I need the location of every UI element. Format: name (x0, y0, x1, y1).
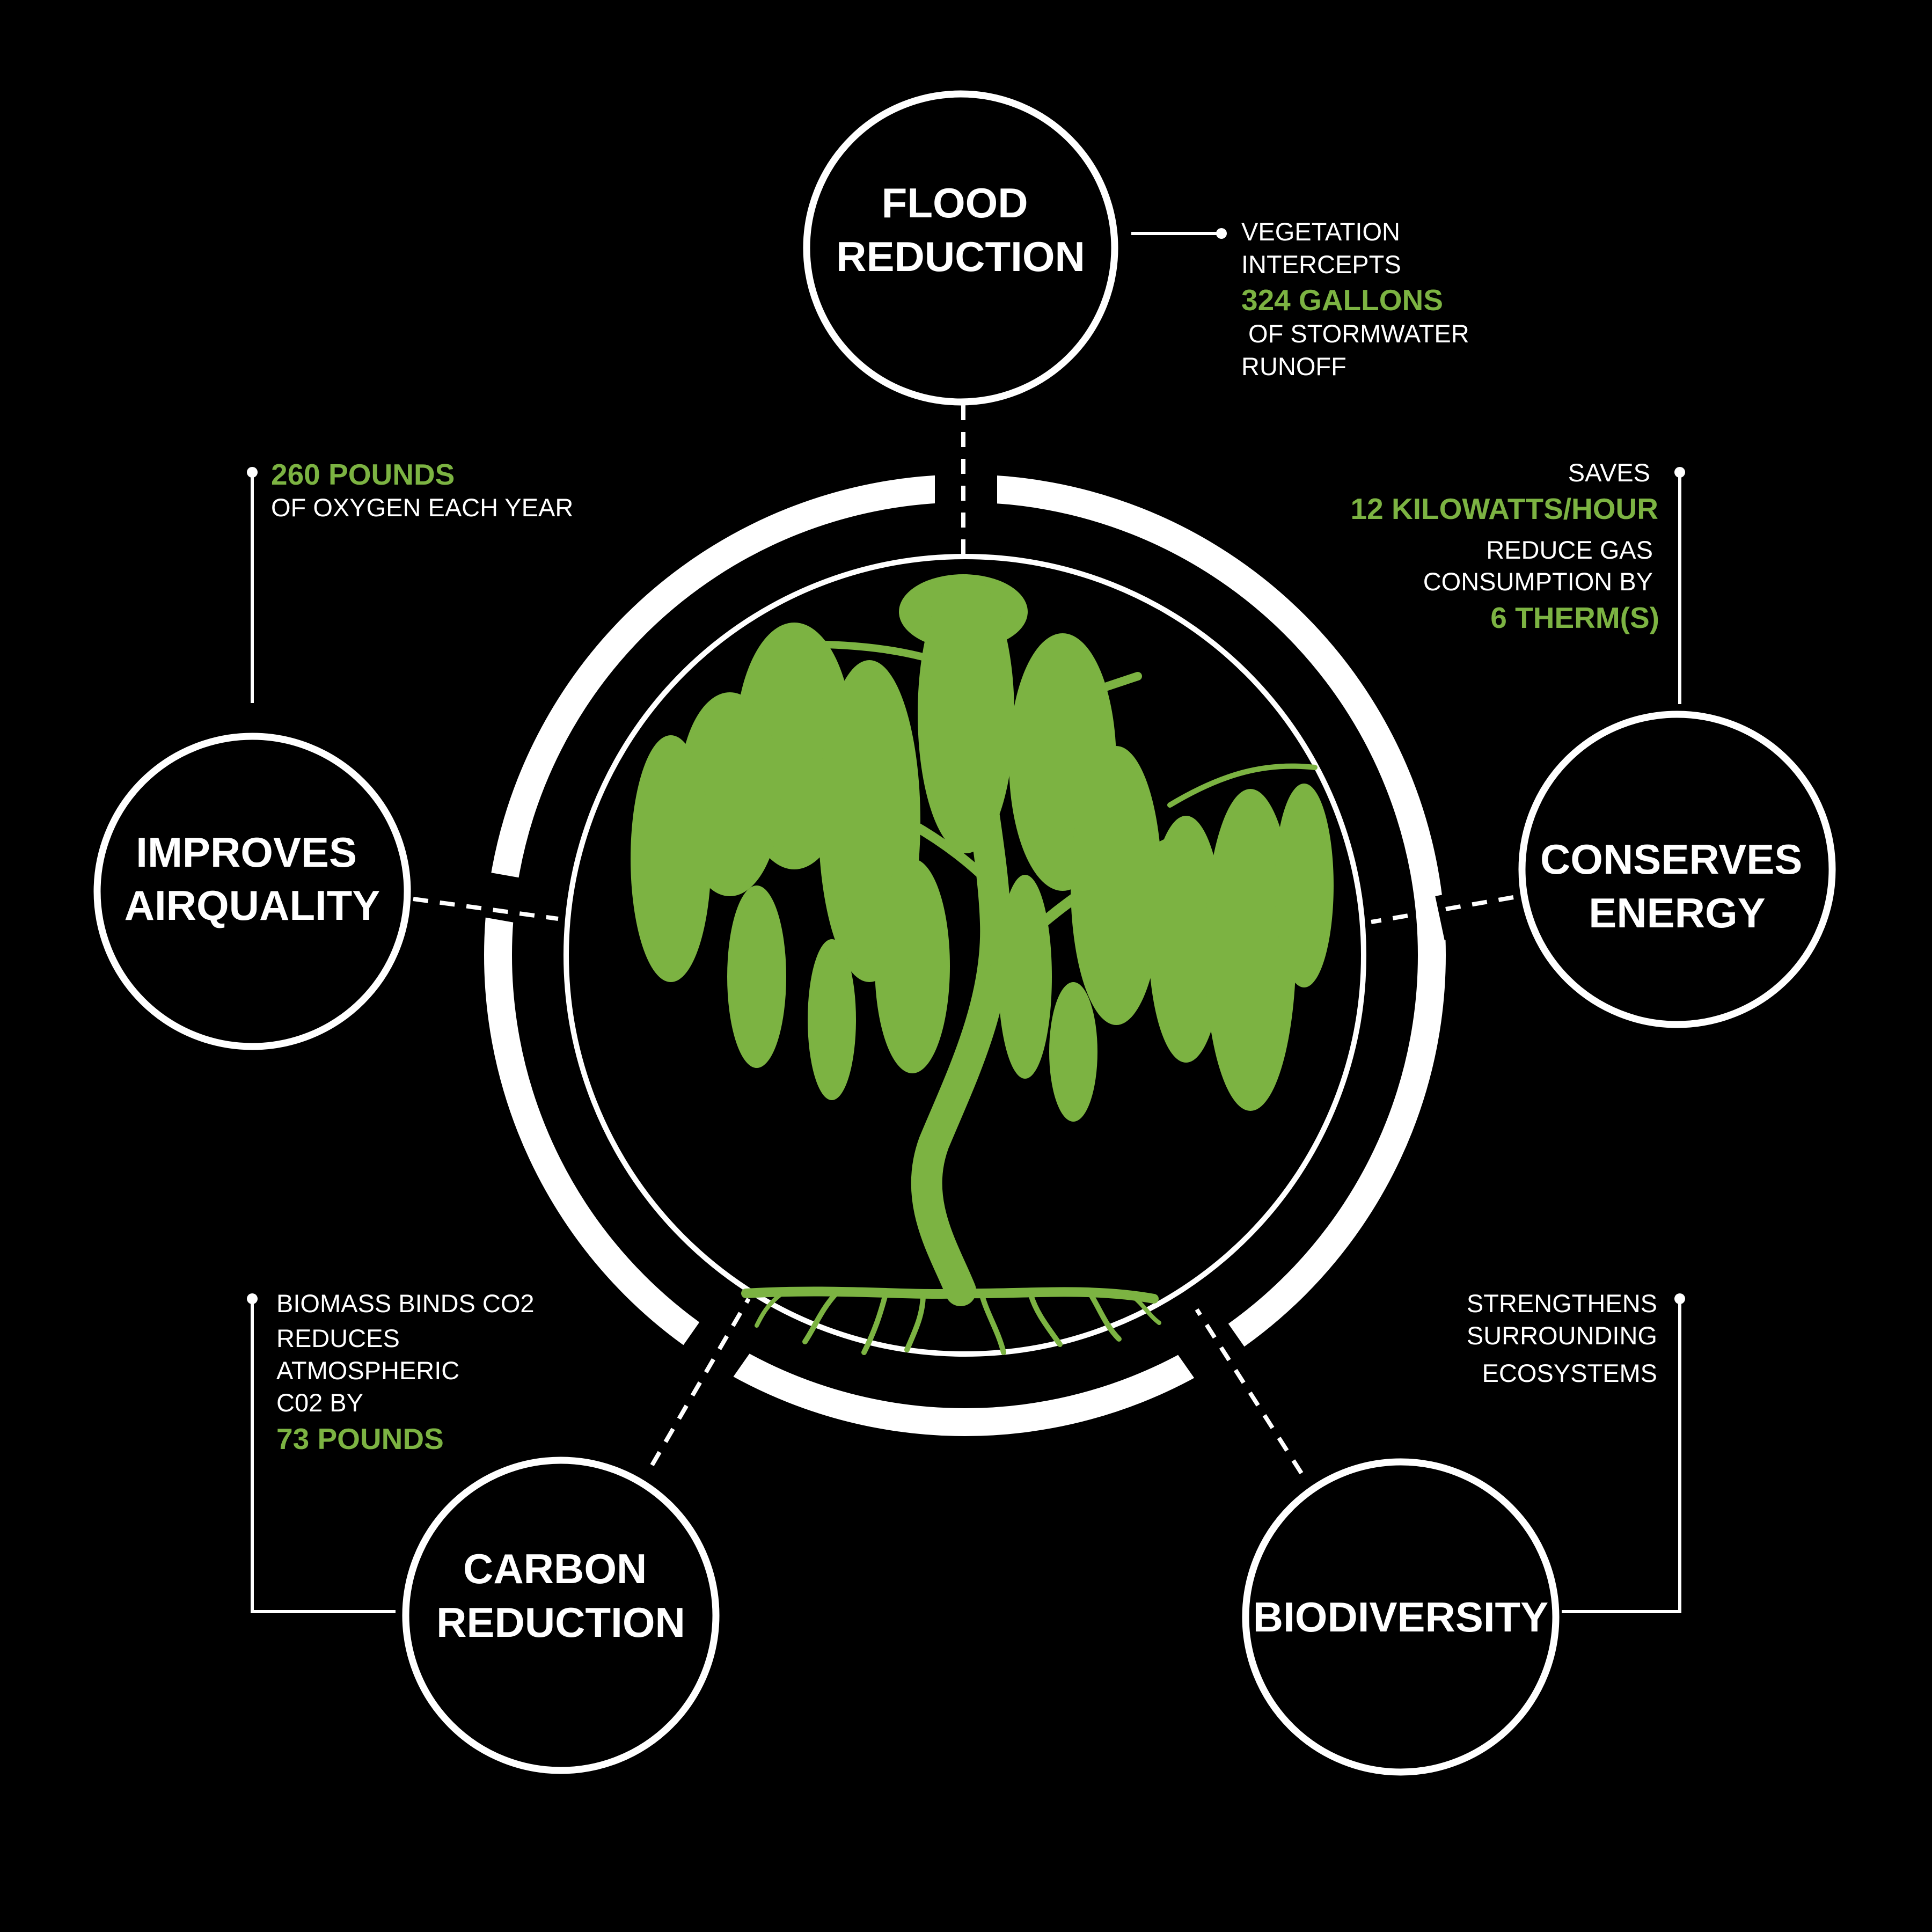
svg-text:SURROUNDING: SURROUNDING (1467, 1321, 1657, 1350)
inner-ring (564, 554, 1366, 1357)
svg-text:12 KILOWATTS/HOUR: 12 KILOWATTS/HOUR (1351, 492, 1658, 525)
biodiversity-title: BIODIVERSITY (1253, 1593, 1548, 1641)
flood-reduction-circle (803, 90, 1118, 406)
biodiversity-circle (1242, 1458, 1560, 1776)
flood-reduction-title: FLOOD REDUCTION (836, 179, 1085, 280)
tree-roots (741, 1286, 1161, 1355)
carbon-reduction-circle (402, 1457, 720, 1774)
leader-dots (247, 228, 1685, 1304)
svg-text:OF STORMWATER: OF STORMWATER (1241, 319, 1469, 348)
svg-text:REDUCE GAS: REDUCE GAS (1486, 536, 1653, 564)
carbon-reduction-note: BIOMASS BINDS CO2 REDUCES ATMOSPHERIC C0… (276, 1289, 535, 1455)
svg-text:OF OXYGEN EACH YEAR: OF OXYGEN EACH YEAR (271, 493, 573, 522)
svg-text:324 GALLONS: 324 GALLONS (1241, 283, 1443, 317)
svg-text:STRENGTHENS: STRENGTHENS (1467, 1289, 1657, 1318)
svg-text:ECOSYSTEMS: ECOSYSTEMS (1482, 1359, 1657, 1387)
svg-text:BIOMASS BINDS CO2: BIOMASS BINDS CO2 (276, 1289, 535, 1318)
svg-text:SAVES: SAVES (1568, 458, 1650, 487)
tree-foliage (631, 574, 1334, 1122)
carbon-reduction-title: CARBON REDUCTION (436, 1545, 685, 1646)
improves-airquality-note: 260 POUNDS OF OXYGEN EACH YEAR (271, 458, 573, 522)
improves-airquality-title: IMPROVES AIRQUALITY (125, 829, 380, 929)
svg-text:C02 BY: C02 BY (276, 1388, 363, 1417)
conserves-energy-title: CONSERVES ENERGY (1540, 836, 1814, 936)
svg-text:73 POUNDS: 73 POUNDS (276, 1422, 444, 1455)
svg-text:260 POUNDS: 260 POUNDS (271, 458, 455, 491)
svg-text:RUNOFF: RUNOFF (1241, 352, 1346, 380)
willow-tree-illustration (631, 574, 1334, 1355)
leader-lines (251, 232, 1681, 1613)
biodiversity-note: STRENGTHENS SURROUNDING ECOSYSTEMS (1467, 1289, 1657, 1387)
svg-text:6 THERM(S): 6 THERM(S) (1490, 601, 1659, 634)
svg-text:VEGETATION: VEGETATION (1241, 217, 1400, 246)
conserves-energy-circle (1518, 711, 1836, 1028)
dashed-connectors (413, 405, 1514, 1475)
svg-text:ATMOSPHERIC: ATMOSPHERIC (276, 1356, 459, 1385)
svg-text:REDUCES: REDUCES (276, 1324, 400, 1352)
flood-reduction-note: VEGETATION INTERCEPTS 324 GALLONS OF STO… (1241, 217, 1469, 380)
svg-text:CONSUMPTION BY: CONSUMPTION BY (1423, 567, 1653, 596)
conserves-energy-note: SAVES 12 KILOWATTS/HOUR REDUCE GAS CONSU… (1351, 458, 1659, 634)
improves-airquality-circle (93, 733, 411, 1050)
svg-text:INTERCEPTS: INTERCEPTS (1241, 250, 1401, 279)
